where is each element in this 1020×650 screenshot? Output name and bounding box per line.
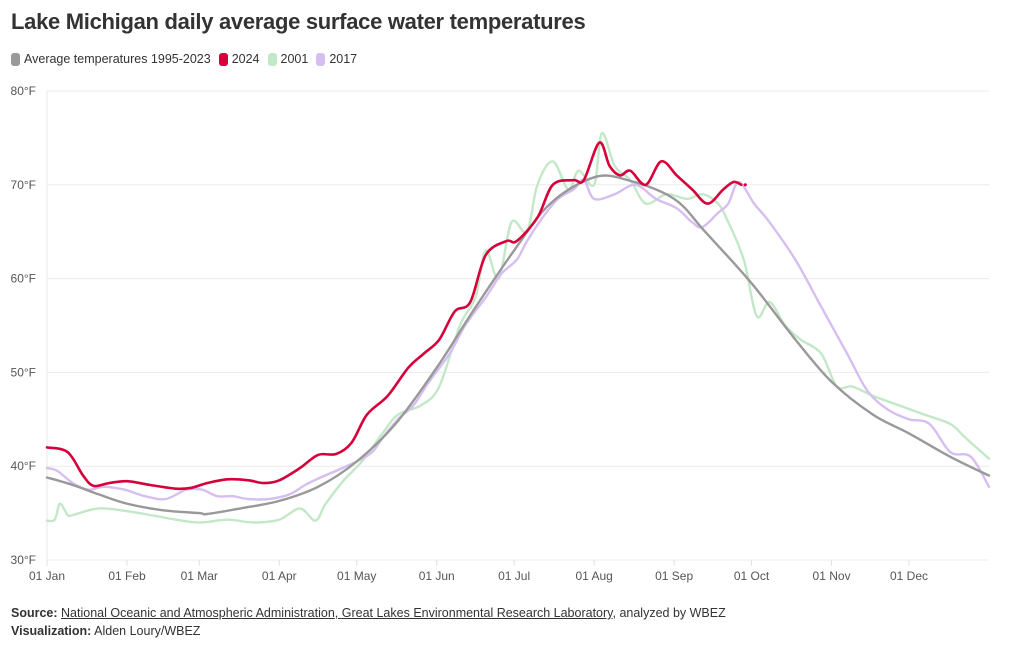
series-2017-line — [45, 178, 991, 501]
y-tick-label: 60°F — [11, 272, 36, 286]
y-tick-label: 30°F — [11, 553, 36, 567]
y-tick-label: 70°F — [11, 178, 36, 192]
y-tick-label: 50°F — [11, 365, 36, 379]
source-link-glerl[interactable]: Great Lakes Environmental Research Labor… — [341, 606, 613, 620]
legend-swatch-average — [11, 52, 20, 66]
legend-label-average: Average temperatures 1995-2023 — [24, 52, 211, 66]
legend-label-2024: 2024 — [231, 52, 260, 66]
legend-swatch-2001 — [267, 52, 277, 66]
legend-label-2017: 2017 — [329, 52, 358, 66]
x-tick-label: 01 May — [337, 569, 376, 583]
visualization-credit: Alden Loury/WBEZ — [94, 624, 201, 638]
x-tick-label: 01 Feb — [108, 569, 146, 583]
series-2024-end-point — [743, 183, 747, 187]
x-axis: 01 Jan 01 Feb 01 Mar 01 Apr 01 May 01 Jun 01 J… — [29, 560, 928, 583]
y-tick-label: 80°F — [11, 84, 36, 98]
legend-item-2017[interactable]: 2017 — [316, 52, 357, 66]
source-label: Source: — [11, 606, 58, 620]
x-tick-label: 01 Sep — [655, 569, 693, 583]
series-average-line — [45, 174, 991, 516]
x-tick-label: 01 Jul — [498, 569, 530, 583]
source-link-noaa[interactable]: National Oceanic and Atmospheric Adminis… — [61, 606, 335, 620]
x-tick-label: 01 Jan — [29, 569, 65, 583]
legend-item-average[interactable]: Average temperatures 1995-2023 — [11, 52, 211, 66]
chart-title: Lake Michigan daily average surface wate… — [11, 9, 586, 34]
legend-label-2001: 2001 — [280, 52, 309, 66]
visualization-line: Visualization: Alden Loury/WBEZ — [11, 622, 726, 640]
legend: Average temperatures 1995-2023 2024 2001… — [11, 52, 365, 66]
gridlines — [46, 90, 989, 561]
footer: Source: National Oceanic and Atmospheric… — [11, 604, 726, 640]
source-link-separator[interactable]: , — [334, 606, 342, 620]
x-tick-label: 01 Oct — [734, 569, 770, 583]
legend-swatch-2017 — [316, 52, 326, 66]
legend-swatch-2024 — [218, 52, 228, 66]
x-tick-label: 01 Aug — [575, 569, 612, 583]
visualization-label: Visualization: — [11, 624, 92, 638]
series-2001-line — [45, 131, 991, 524]
x-tick-label: 01 Nov — [813, 569, 851, 583]
x-tick-label: 01 Dec — [890, 569, 928, 583]
y-tick-label: 40°F — [11, 459, 36, 473]
x-tick-label: 01 Jun — [419, 569, 455, 583]
y-axis: 30°F 40°F 50°F 60°F 70°F 80°F — [11, 84, 36, 567]
x-tick-label: 01 Apr — [262, 569, 297, 583]
line-chart: 30°F40°F50°F60°F70°F80°F 01 Jan 01 Feb 01 … — [11, 84, 991, 583]
legend-item-2024[interactable]: 2024 — [218, 52, 260, 66]
source-line: Source: National Oceanic and Atmospheric… — [11, 604, 726, 622]
legend-item-2001[interactable]: 2001 — [267, 52, 309, 66]
x-tick-label: 01 Mar — [181, 569, 218, 583]
source-suffix: , analyzed by WBEZ — [612, 606, 726, 620]
series-2024-line — [45, 141, 743, 491]
series-group — [45, 131, 991, 524]
